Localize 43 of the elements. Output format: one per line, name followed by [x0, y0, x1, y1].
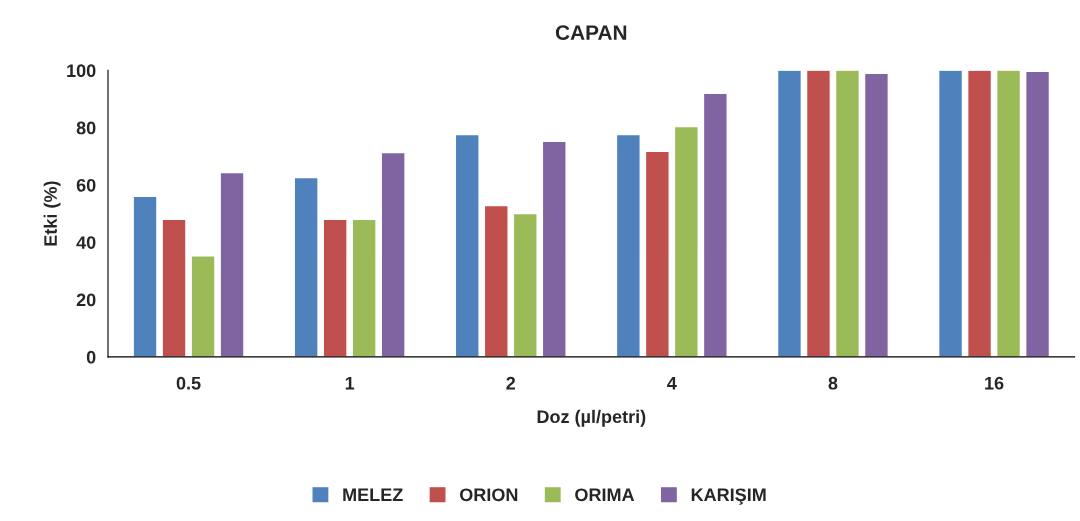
- bar: [863, 72, 890, 357]
- bar: [190, 255, 216, 357]
- x-tick-label: 0.5: [176, 376, 201, 390]
- bar: [644, 150, 670, 357]
- bar: [483, 204, 509, 357]
- x-tick-label: 4: [667, 376, 677, 390]
- y-tick-label: 60: [76, 178, 96, 192]
- bar: [673, 125, 699, 357]
- x-axis-title: Doz (µl/petri): [537, 409, 646, 427]
- x-tick-label: 8: [828, 376, 838, 390]
- bar: [351, 218, 377, 357]
- bar: [805, 70, 832, 357]
- y-tick-label: 80: [76, 121, 96, 135]
- bar: [702, 92, 728, 357]
- y-tick-label: 20: [76, 293, 96, 307]
- bar: [454, 133, 480, 357]
- bar: [293, 176, 319, 357]
- bar: [219, 171, 245, 357]
- bar: [966, 70, 993, 357]
- x-tick-label: 2: [506, 376, 516, 390]
- bar: [541, 140, 567, 357]
- y-axis-title: Etki (%): [43, 181, 61, 246]
- legend-label: ORIMA: [575, 488, 635, 502]
- bar: [937, 70, 964, 357]
- y-tick-label: 40: [76, 236, 96, 249]
- bar: [161, 218, 187, 357]
- bar: [995, 70, 1022, 357]
- bar: [322, 218, 348, 357]
- bar: [615, 133, 641, 357]
- legend-label: ORION: [459, 488, 518, 502]
- x-tick-label: 16: [985, 376, 1004, 390]
- bar: [834, 70, 861, 357]
- chart-title: CAPAN: [555, 25, 627, 40]
- bar: [1024, 70, 1051, 357]
- bar: [380, 151, 406, 357]
- bar: [132, 195, 158, 357]
- legend-label: MELEZ: [343, 488, 403, 501]
- bar: [776, 70, 803, 357]
- y-tick-label: 100: [67, 64, 96, 78]
- x-tick-label: 1: [345, 376, 355, 390]
- y-tick-label: 0: [86, 350, 96, 364]
- legend-label: KARIŞIM: [691, 488, 766, 505]
- bar: [512, 212, 538, 357]
